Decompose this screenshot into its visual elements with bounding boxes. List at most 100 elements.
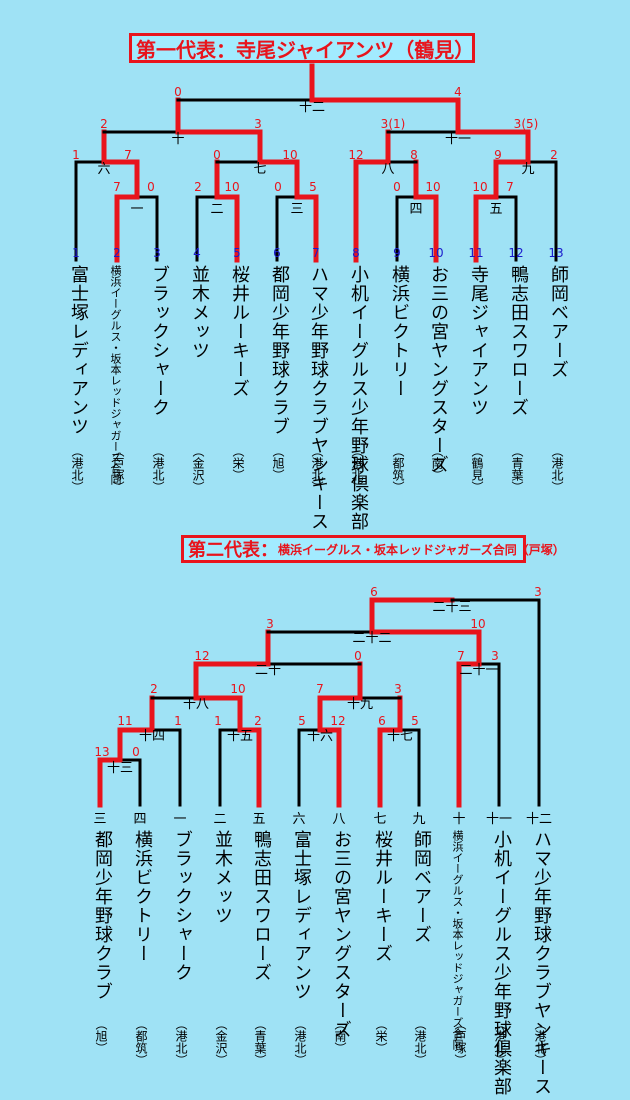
team-area: （旭）	[94, 1018, 108, 1054]
section2-title: 第二代表： 横浜イーグルス・坂本レッドジャガーズ合同（戸塚）	[181, 535, 565, 563]
score: 6	[370, 585, 378, 599]
team-area: （港北）	[493, 1018, 507, 1066]
score: 3(1)	[380, 117, 406, 131]
team-name: お三の宮ヤングスターズ	[425, 265, 451, 474]
team-slot-number: 三	[93, 812, 107, 827]
team-name-text: ハマ少年野球クラブヤンキース	[531, 830, 552, 1096]
score: 10	[224, 180, 240, 194]
score: 0	[274, 180, 282, 194]
team-name-text: ブラックシャーク	[149, 265, 170, 417]
score: 2	[100, 117, 108, 131]
team-name: 並木メッツ	[186, 265, 212, 360]
team-name: ブラックシャーク	[146, 265, 172, 417]
team-area: （戸塚）	[453, 1018, 467, 1066]
team-slot-number: 十	[452, 812, 466, 827]
seed-number: 5	[233, 246, 241, 260]
seed-number: 11	[468, 246, 484, 260]
score: 6	[378, 714, 386, 728]
team-area: （栄）	[374, 1018, 388, 1054]
team-name: ブラックシャーク	[169, 830, 195, 982]
score: 2	[550, 148, 558, 162]
team-area: （港北）	[533, 1018, 547, 1066]
match-number: 九	[521, 162, 535, 177]
seed-number: 6	[273, 246, 281, 260]
score: 7	[506, 180, 514, 194]
team-slot-number: 六	[292, 812, 306, 827]
team-name-text: ブラックシャーク	[172, 830, 193, 982]
team-name: ハマ少年野球クラブヤンキース	[305, 265, 331, 531]
team-name: お三の宮ヤングスターズ	[328, 830, 354, 1039]
team-name-text: 寺尾ジャイアンツ	[468, 265, 489, 417]
team-area: （港北）	[550, 445, 564, 493]
score: 3	[534, 585, 542, 599]
score: 0	[147, 180, 155, 194]
score: 10	[425, 180, 441, 194]
match-number: 十五	[226, 729, 254, 744]
score: 0	[393, 180, 401, 194]
team-area: （鶴見）	[470, 445, 484, 493]
match-number: 十	[171, 132, 185, 147]
team-name-text: お三の宮ヤングスターズ	[428, 265, 449, 474]
team-slot-number: 一	[173, 812, 187, 827]
match-number: 二十	[254, 663, 282, 678]
team-slot-number: 二	[213, 812, 227, 827]
section2-title-sub: 横浜イーグルス・坂本レッドジャガーズ合同（戸塚）	[278, 542, 565, 557]
score: 11	[117, 714, 133, 728]
score: 10	[472, 180, 488, 194]
team-name: 横浜イーグルス・坂本レッドジャガーズ合同	[106, 265, 125, 485]
score: 2	[254, 714, 262, 728]
score: 12	[348, 148, 364, 162]
score: 3	[394, 682, 402, 696]
section1-title-text: 第一代表：寺尾ジャイアンツ（鶴見）	[136, 37, 475, 62]
team-name-text: 鴨志田スワローズ	[251, 830, 272, 982]
team-area: （栄）	[231, 445, 245, 481]
match-number: 十四	[138, 729, 166, 744]
seed-number: 3	[153, 246, 161, 260]
team-name-text: 横浜ビクトリー	[389, 265, 410, 398]
score: 10	[470, 617, 486, 631]
team-name: 師岡ベアーズ	[545, 265, 571, 379]
team-area: （金沢）	[191, 445, 205, 493]
score: 5	[298, 714, 306, 728]
section2-title-text: 第二代表：	[188, 540, 278, 561]
team-name: 小机イーグルス少年野球倶楽部	[345, 265, 371, 531]
team-name-text: 都岡少年野球クラブ	[269, 265, 290, 436]
team-area: （港北）	[413, 1018, 427, 1066]
score: 3	[266, 617, 274, 631]
score: 3(5)	[513, 117, 539, 131]
score: 1	[72, 148, 80, 162]
score: 13	[94, 745, 110, 759]
team-area: （港北）	[174, 1018, 188, 1066]
match-number: 十一	[444, 132, 472, 147]
match-number: 六	[97, 162, 111, 177]
match-number: 二十二	[352, 631, 392, 646]
match-number: 三	[290, 202, 304, 217]
score: 0	[354, 649, 362, 663]
team-area: （都筑）	[391, 445, 405, 493]
seed-number: 7	[312, 246, 320, 260]
team-name-text: 並木メッツ	[212, 830, 233, 925]
score: 2	[150, 682, 158, 696]
match-number: 十六	[306, 729, 334, 744]
team-area: （青葉）	[253, 1018, 267, 1066]
score: 0	[213, 148, 221, 162]
team-name-text: 師岡ベアーズ	[411, 830, 432, 944]
team-name-text: 桜井ルーキーズ	[229, 265, 250, 398]
team-name-text: 桜井ルーキーズ	[372, 830, 393, 963]
team-name: 都岡少年野球クラブ	[266, 265, 292, 436]
team-name-text: 横浜イーグルス・坂本レッドジャガーズ合同	[451, 830, 464, 1050]
match-number: 二	[210, 202, 224, 217]
team-name: 都岡少年野球クラブ	[89, 830, 115, 1001]
team-slot-number: 八	[332, 812, 346, 827]
team-area: （旭）	[271, 445, 285, 481]
seed-number: 2	[113, 246, 121, 260]
score: 7	[124, 148, 132, 162]
team-area: （港北）	[293, 1018, 307, 1066]
score: 1	[214, 714, 222, 728]
match-number: 五	[489, 202, 503, 217]
team-name: 横浜イーグルス・坂本レッドジャガーズ合同	[448, 830, 467, 1050]
score: 5	[411, 714, 419, 728]
team-area: （南）	[333, 1018, 347, 1054]
